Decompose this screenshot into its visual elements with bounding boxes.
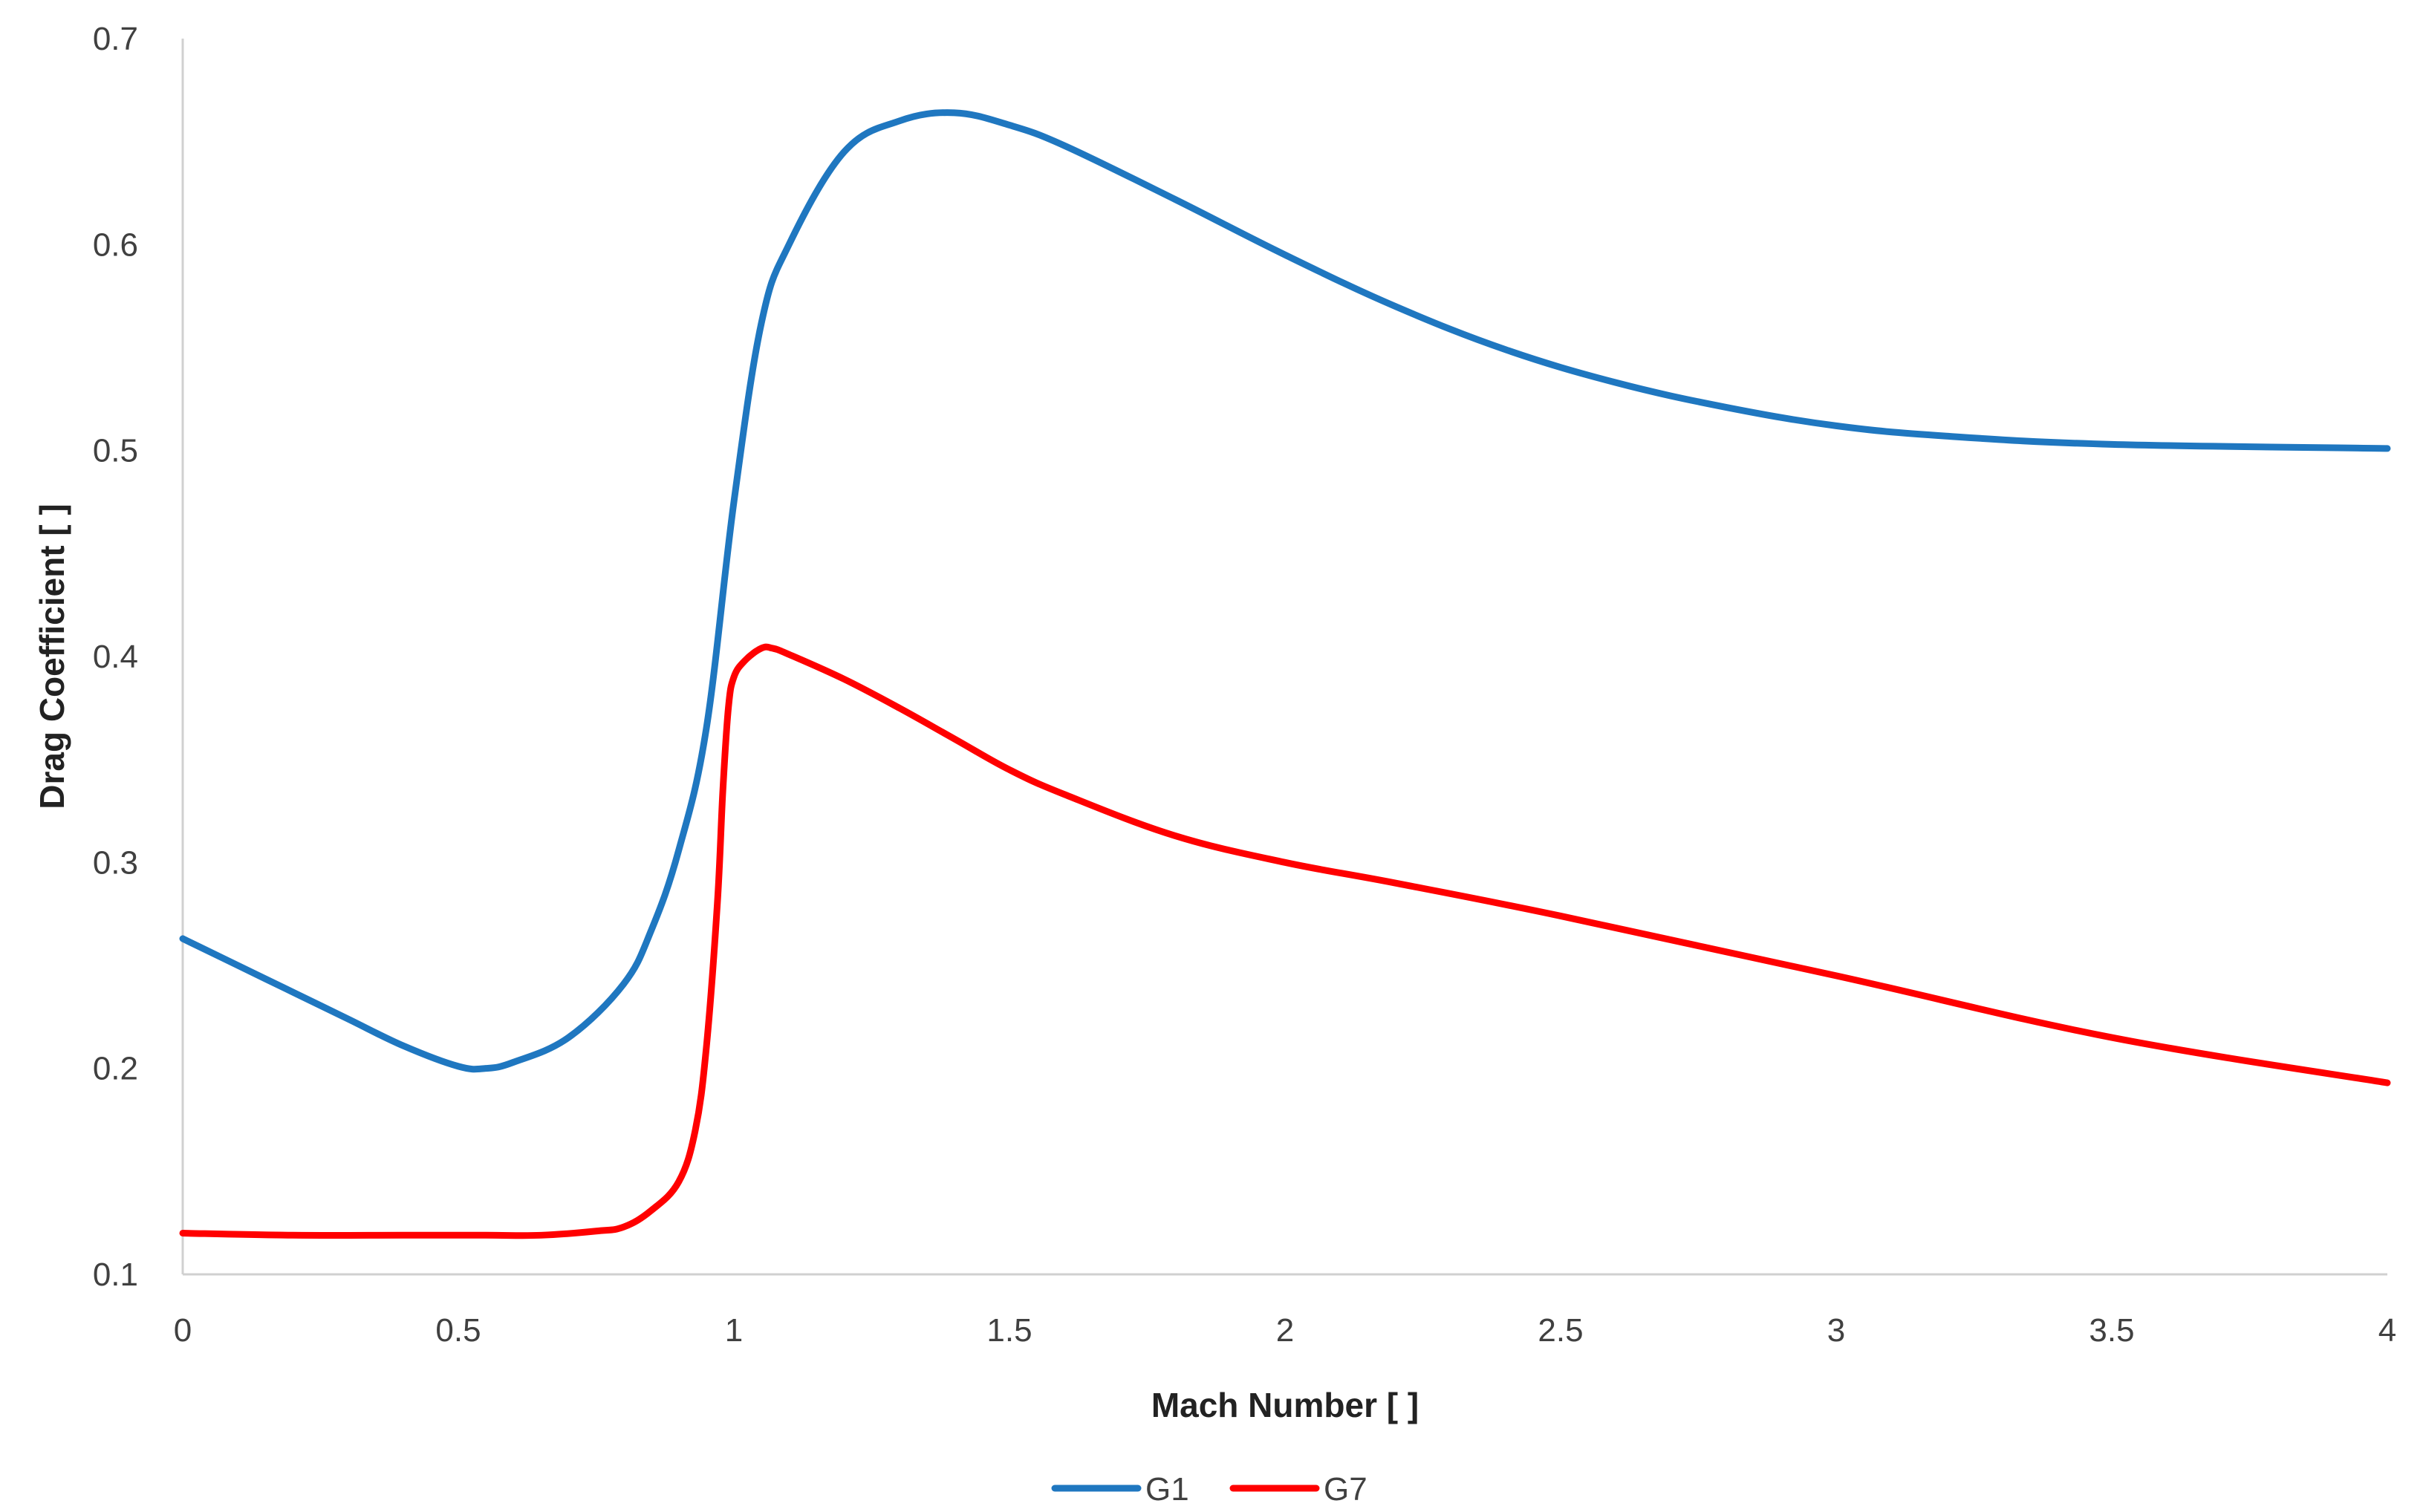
axes — [181, 39, 2387, 1276]
tick-labels: 0 0.5 1 1.5 2 2.5 3 3.5 4 0.1 0.2 0.3 0.4 0.5 0.6 0.7 — [93, 21, 2396, 1349]
y-tick-label: 0.6 — [93, 227, 138, 263]
series-line-g7 — [179, 643, 2391, 1239]
x-tick-label: 2.5 — [1538, 1312, 1583, 1349]
legend-label-g7: G7 — [1324, 1471, 1367, 1508]
x-tick-label: 1 — [725, 1312, 743, 1349]
legend-label-g1: G1 — [1145, 1471, 1189, 1508]
x-axis-title: Mach Number [ ] — [1151, 1386, 1419, 1424]
y-tick-label: 0.3 — [93, 844, 138, 881]
y-tick-label: 0.5 — [93, 433, 138, 469]
x-tick-label: 0.5 — [435, 1312, 481, 1349]
legend: G1 G7 — [1051, 1471, 1367, 1508]
x-tick-label: 2 — [1276, 1312, 1294, 1349]
x-tick-label: 0 — [174, 1312, 192, 1349]
x-tick-label: 1.5 — [986, 1312, 1032, 1349]
x-tick-label: 3 — [1827, 1312, 1845, 1349]
y-tick-label: 0.7 — [93, 21, 138, 57]
series-line-g1 — [179, 109, 2391, 1073]
y-tick-label: 0.4 — [93, 639, 138, 675]
y-tick-label: 0.1 — [93, 1257, 138, 1293]
plot-area — [179, 109, 2391, 1239]
x-tick-label: 4 — [2378, 1312, 2396, 1349]
y-tick-label: 0.2 — [93, 1051, 138, 1087]
x-tick-label: 3.5 — [2089, 1312, 2134, 1349]
y-axis-title: Drag Coefficient [ ] — [33, 504, 71, 809]
